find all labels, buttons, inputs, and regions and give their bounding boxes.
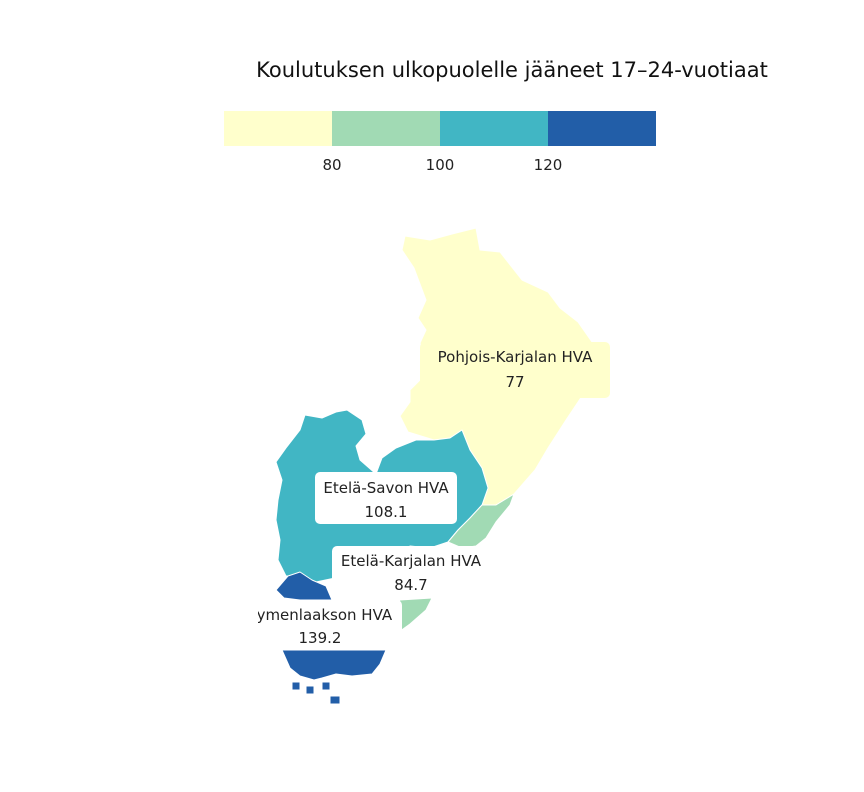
legend-swatch [332, 111, 440, 146]
region-labels: Pohjois-Karjalan HVA 77 Etelä-Savon HVA … [200, 342, 610, 650]
label-name-etela-savo: Etelä-Savon HVA [323, 479, 449, 497]
legend-swatch [440, 111, 548, 146]
label-value-etela-karjala: 84.7 [394, 576, 427, 594]
label-name-etela-karjala: Etelä-Karjalan HVA [341, 552, 482, 570]
legend-swatch [548, 111, 656, 146]
label-box-kymenlaakso [240, 600, 402, 650]
label-name-kymenlaakso: Kymenlaakson HVA [248, 606, 393, 624]
label-clip-mask [200, 600, 258, 650]
color-legend: 80 100 120 [224, 111, 656, 174]
label-value-pohjois-karjala: 77 [505, 373, 524, 391]
label-box-pohjois-karjala [420, 342, 610, 398]
label-value-kymenlaakso: 139.2 [299, 629, 342, 647]
map-title: Koulutuksen ulkopuolelle jääneet 17–24-v… [256, 58, 768, 82]
legend-tick-label: 80 [322, 156, 341, 174]
legend-tick-label: 100 [426, 156, 455, 174]
label-value-etela-savo: 108.1 [365, 503, 408, 521]
legend-tick-label: 120 [534, 156, 563, 174]
legend-swatch [224, 111, 332, 146]
label-name-pohjois-karjala: Pohjois-Karjalan HVA [438, 348, 593, 366]
label-box-etela-karjala [332, 546, 492, 598]
label-box-etela-savo [315, 472, 457, 524]
